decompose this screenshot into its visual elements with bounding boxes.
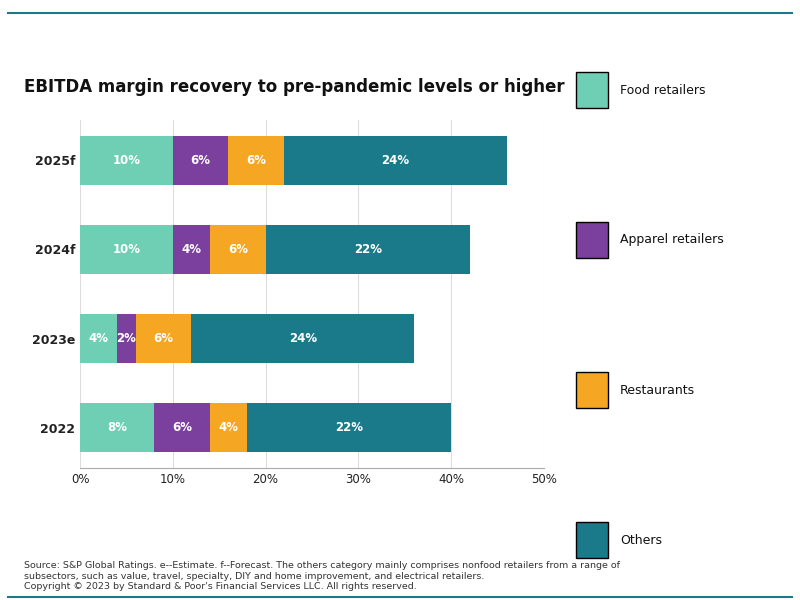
Bar — [117, 314, 136, 363]
Text: Source: S&P Global Ratings. e--Estimate. f--Forecast. The others category mainly: Source: S&P Global Ratings. e--Estimate.… — [24, 561, 620, 591]
Text: 6%: 6% — [154, 332, 174, 345]
Bar — [154, 403, 210, 452]
Bar — [80, 225, 173, 274]
Bar — [247, 403, 451, 452]
Bar — [191, 314, 414, 363]
Text: Apparel retailers: Apparel retailers — [620, 233, 724, 247]
Text: 24%: 24% — [289, 332, 317, 345]
Text: 4%: 4% — [89, 332, 109, 345]
Bar — [284, 136, 507, 185]
Bar — [80, 403, 154, 452]
Text: 4%: 4% — [218, 421, 238, 434]
Bar — [173, 225, 210, 274]
Text: Food retailers: Food retailers — [620, 83, 706, 97]
Bar — [266, 225, 470, 274]
Bar — [173, 136, 229, 185]
Text: EBITDA margin recovery to pre-pandemic levels or higher: EBITDA margin recovery to pre-pandemic l… — [24, 78, 565, 96]
Text: 22%: 22% — [335, 421, 363, 434]
Text: 22%: 22% — [354, 243, 382, 256]
Text: Others: Others — [620, 533, 662, 547]
Bar — [80, 136, 173, 185]
Text: 10%: 10% — [112, 154, 141, 167]
Text: 6%: 6% — [172, 421, 192, 434]
Bar — [210, 225, 266, 274]
Text: 24%: 24% — [382, 154, 410, 167]
Text: 6%: 6% — [246, 154, 266, 167]
Bar — [229, 136, 284, 185]
Bar — [80, 314, 117, 363]
Bar — [136, 314, 191, 363]
Text: 4%: 4% — [182, 243, 202, 256]
Bar — [210, 403, 247, 452]
Text: 6%: 6% — [228, 243, 248, 256]
Text: 6%: 6% — [190, 154, 210, 167]
Text: 2%: 2% — [117, 332, 136, 345]
Text: 10%: 10% — [112, 243, 141, 256]
Text: 8%: 8% — [107, 421, 127, 434]
Text: Restaurants: Restaurants — [620, 383, 695, 397]
